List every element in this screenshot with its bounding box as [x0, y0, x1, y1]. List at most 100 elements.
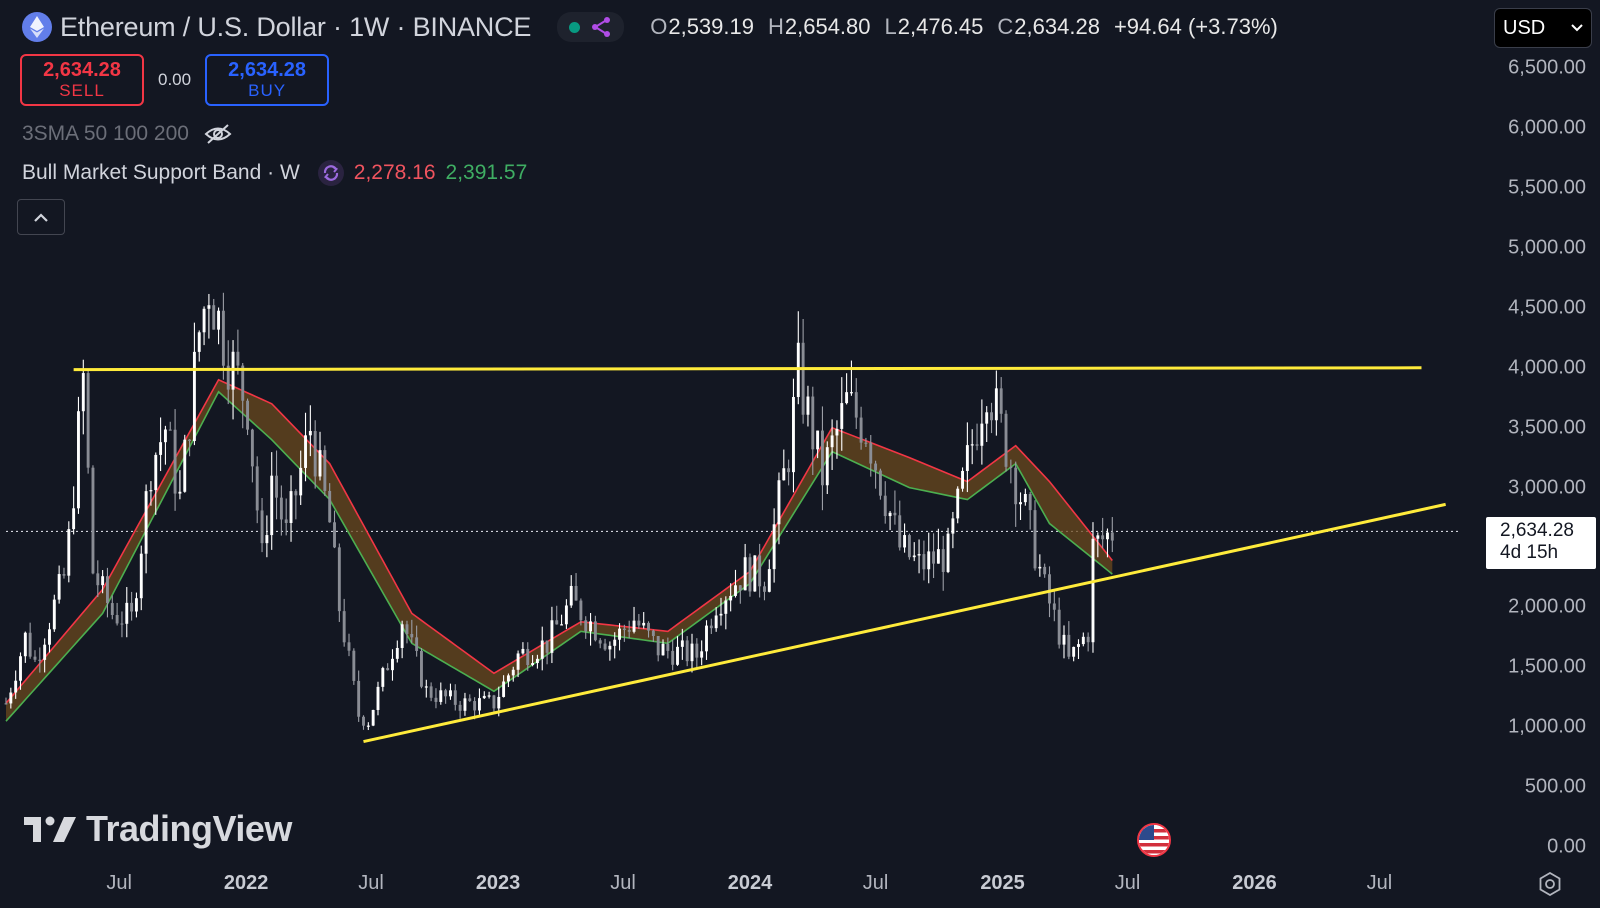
- candle: [796, 311, 800, 405]
- candle: [695, 638, 699, 669]
- candle: [4, 697, 8, 705]
- candle: [1004, 410, 1008, 472]
- candle: [569, 575, 573, 608]
- band-indicator-legend[interactable]: Bull Market Support Band · W 2,278.16 2,…: [22, 160, 527, 186]
- resistance-trendline[interactable]: [73, 366, 1422, 372]
- buy-button[interactable]: 2,634.28 BUY: [205, 54, 330, 106]
- candle: [366, 722, 370, 731]
- candle: [91, 465, 95, 575]
- share-nodes-icon[interactable]: [590, 16, 612, 38]
- candle: [362, 715, 365, 730]
- candle: [192, 322, 196, 446]
- eye-off-icon[interactable]: [203, 123, 233, 145]
- symbol-title[interactable]: Ethereum / U.S. Dollar · 1W · BINANCE: [60, 11, 532, 42]
- candle: [163, 425, 167, 465]
- close-label: C: [997, 14, 1014, 39]
- candle: [1101, 517, 1105, 549]
- candle: [125, 587, 129, 638]
- time-axis-label: 2025: [980, 872, 1025, 894]
- candle: [700, 640, 704, 666]
- candle: [96, 560, 100, 598]
- candle: [57, 565, 61, 604]
- candle: [352, 648, 356, 685]
- candle: [1038, 554, 1042, 577]
- candle: [787, 459, 791, 486]
- time-axis-label: Jul: [610, 872, 636, 894]
- candle: [154, 452, 158, 515]
- candle: [936, 528, 940, 564]
- candle: [869, 435, 873, 477]
- candle: [19, 652, 22, 690]
- candle: [680, 628, 684, 660]
- candle: [284, 498, 288, 536]
- candle: [907, 533, 911, 560]
- sma-indicator-legend[interactable]: 3SMA 50 100 200: [22, 122, 233, 146]
- candle: [212, 298, 216, 330]
- candle: [371, 709, 375, 727]
- candle: [956, 486, 960, 524]
- buy-price: 2,634.28: [228, 59, 307, 81]
- candle: [593, 615, 597, 642]
- high-label: H: [767, 14, 784, 39]
- candle: [763, 581, 766, 601]
- price-axis-label: 0.00: [1547, 835, 1586, 858]
- sma-label: 3SMA 50 100 200: [22, 122, 189, 145]
- candle: [792, 378, 795, 493]
- candle: [1096, 532, 1100, 558]
- candle: [444, 688, 448, 704]
- candle: [178, 470, 182, 500]
- candle: [1081, 632, 1085, 647]
- candle: [671, 640, 675, 671]
- candle: [28, 622, 32, 659]
- us-flag-icon[interactable]: [1137, 823, 1171, 857]
- candle: [506, 673, 510, 688]
- candle: [961, 467, 964, 492]
- change-value: +94.64 (+3.73%): [1113, 14, 1278, 39]
- candle: [941, 535, 945, 591]
- candle: [748, 553, 752, 597]
- collapse-legend-button[interactable]: [17, 199, 65, 235]
- candle: [772, 508, 776, 583]
- last-price-value: 2,634.28: [1500, 520, 1574, 541]
- candle: [386, 663, 390, 671]
- chevron-up-icon: [34, 212, 48, 222]
- sell-button[interactable]: 2,634.28 SELL: [20, 54, 144, 106]
- candle: [197, 330, 201, 362]
- candle: [420, 648, 423, 689]
- candle: [883, 481, 887, 524]
- candle: [342, 598, 346, 647]
- candle: [874, 460, 878, 489]
- status-pill[interactable]: [557, 12, 625, 42]
- band-value-2: 2,391.57: [445, 161, 528, 184]
- settings-icon[interactable]: [1538, 872, 1562, 896]
- candle: [86, 368, 90, 474]
- candle: [226, 340, 230, 405]
- candle: [502, 675, 506, 698]
- price-axis-label: 4,000.00: [1508, 356, 1586, 379]
- currency-select[interactable]: USD: [1494, 8, 1592, 48]
- candle: [318, 431, 322, 481]
- candle: [449, 683, 452, 700]
- candle: [705, 620, 708, 660]
- candle: [308, 405, 312, 457]
- candle: [439, 682, 443, 705]
- candle: [951, 511, 955, 549]
- sell-label: SELL: [59, 81, 105, 100]
- trade-panel: 2,634.28 SELL 0.00 2,634.28 BUY: [20, 54, 330, 106]
- candle: [603, 638, 607, 651]
- candle: [618, 623, 621, 651]
- candle: [294, 489, 298, 520]
- candle: [922, 540, 926, 581]
- buy-label: BUY: [248, 81, 287, 100]
- sync-icon[interactable]: [317, 160, 344, 186]
- support-trendline[interactable]: [363, 502, 1446, 744]
- candle: [33, 650, 37, 663]
- close-value: 2,634.28: [1014, 14, 1100, 39]
- low-value: 2,476.45: [897, 14, 984, 39]
- status-dot-icon: [569, 21, 581, 33]
- candle: [564, 599, 568, 629]
- candle: [985, 406, 989, 443]
- tradingview-watermark[interactable]: TradingView: [24, 808, 292, 850]
